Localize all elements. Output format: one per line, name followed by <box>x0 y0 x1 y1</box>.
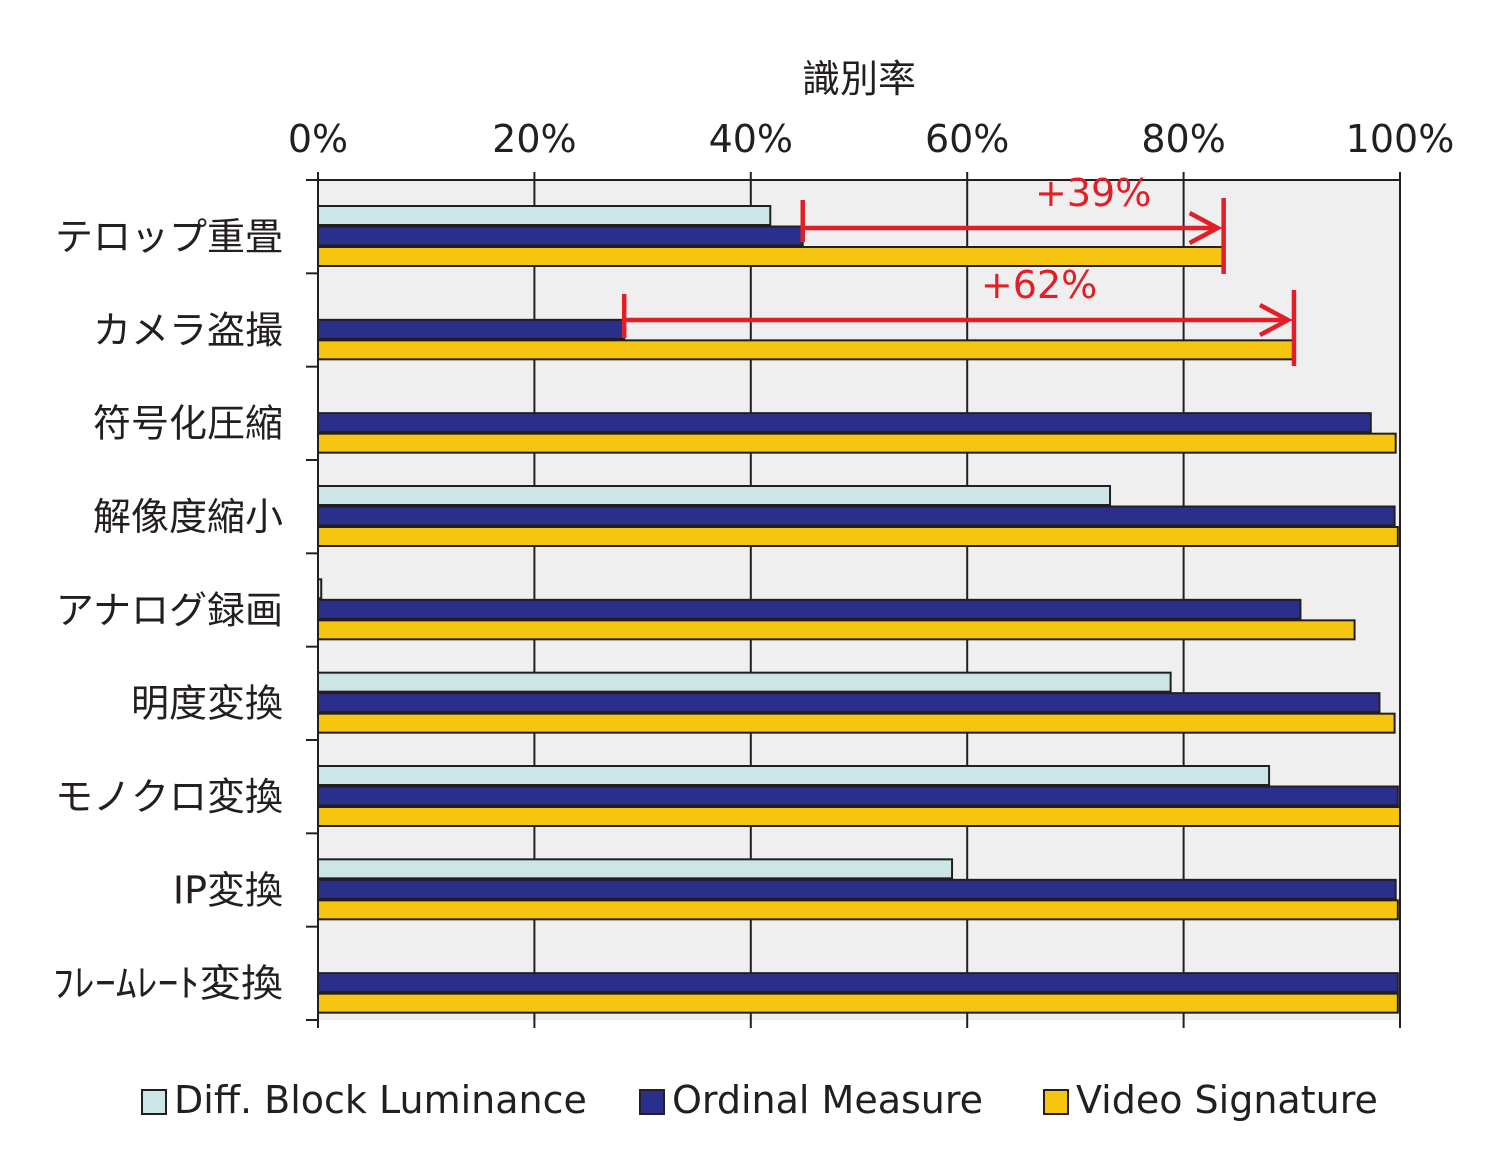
bar <box>317 412 1372 434</box>
bar <box>317 992 1399 1014</box>
bar <box>317 712 1396 734</box>
category-label: アナログ録画 <box>56 588 283 632</box>
bar <box>317 899 1399 921</box>
legend-label: Ordinal Measure <box>672 1078 983 1122</box>
category-label: 符号化圧縮 <box>93 402 283 446</box>
bar <box>317 432 1397 454</box>
bar <box>317 806 1401 827</box>
category-label: テロップ重畳 <box>55 215 283 259</box>
bar <box>317 858 954 880</box>
annotations: +39% +62% <box>621 171 1297 366</box>
legend-swatch <box>141 1089 167 1115</box>
annotation-arrow-head <box>1258 303 1293 337</box>
x-tick-label: 40% <box>709 117 793 161</box>
category-label: 解像度縮小 <box>93 495 283 539</box>
category-label: カメラ盗撮 <box>93 308 283 352</box>
bar <box>317 972 1399 994</box>
x-tick-label: 0% <box>288 117 348 161</box>
bar <box>317 505 1396 527</box>
bar <box>317 598 1302 620</box>
bar <box>317 619 1356 641</box>
bar <box>317 526 1399 547</box>
legend: Diff. Block Luminance Ordinal Measure Vide… <box>141 1078 1378 1122</box>
category-label: 明度変換 <box>131 682 283 726</box>
bar <box>317 318 626 340</box>
bar <box>317 671 1172 693</box>
legend-label: Video Signature <box>1076 1078 1378 1122</box>
x-tick-labels: 0% 20% 40% 60% 80% 100% <box>288 117 1454 161</box>
legend-swatch <box>639 1089 665 1115</box>
legend-label: Diff. Block Luminance <box>174 1078 587 1122</box>
x-tick-label: 100% <box>1346 117 1455 161</box>
bar <box>317 692 1381 714</box>
bar <box>317 785 1399 807</box>
annotation-label: +62% <box>981 263 1097 307</box>
x-tick-label: 20% <box>492 117 576 161</box>
bar <box>317 878 1397 900</box>
bar <box>317 205 772 226</box>
bar <box>317 765 1271 786</box>
bar <box>317 485 1112 506</box>
bar <box>317 225 804 247</box>
bar <box>317 339 1295 361</box>
category-label: ﾌﾚｰﾑﾚｰﾄ変換 <box>53 962 283 1006</box>
annotation-arrow-head <box>1188 211 1223 245</box>
category-label: モノクロ変換 <box>55 775 283 819</box>
legend-swatch <box>1043 1089 1069 1115</box>
category-label: IP変換 <box>173 868 283 912</box>
x-axis-title: 識別率 <box>802 57 916 101</box>
x-tick-label: 80% <box>1141 117 1225 161</box>
x-tick-label: 60% <box>925 117 1009 161</box>
axes <box>306 179 1400 1021</box>
annotation-label: +39% <box>1035 171 1151 215</box>
